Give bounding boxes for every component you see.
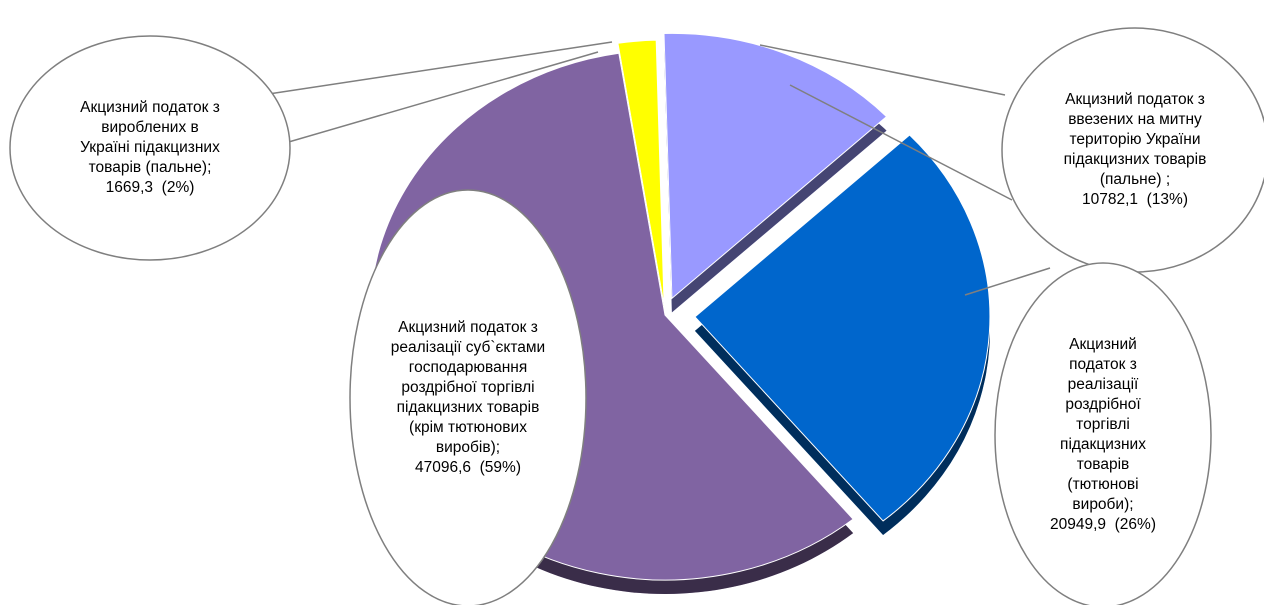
callout: [9, 35, 291, 261]
leader-line: [789, 84, 1013, 201]
percent-label: (26%): [1114, 516, 1156, 533]
percent-label: (13%): [1146, 191, 1188, 208]
leader-line: [964, 267, 1051, 296]
category-label: Акцизний податок з реалізації суб`єктами…: [390, 319, 546, 456]
leader-line: [759, 44, 1006, 96]
percent-label: (2%): [161, 179, 195, 196]
value-label: 47096,6: [414, 459, 472, 476]
category-label: Акцизний податок з вироблених в Україні …: [80, 99, 220, 176]
value-label: 10782,1: [1081, 191, 1139, 208]
value-label: 1669,3: [105, 179, 154, 196]
leader-line: [267, 51, 599, 149]
category-label: Акцизний податок з реалізації роздрібної…: [1060, 336, 1146, 513]
leader-line: [261, 41, 613, 96]
value-label: 20949,9: [1049, 516, 1107, 533]
percent-label: (59%): [479, 459, 521, 476]
data-label: Акцизний податок з ввезених на митну тер…: [1040, 90, 1230, 210]
category-label: Акцизний податок з ввезених на митну тер…: [1063, 91, 1207, 188]
callout: [349, 189, 587, 605]
data-label: Акцизний податок з реалізації суб`єктами…: [388, 318, 548, 478]
slice: [617, 39, 665, 306]
data-label: Акцизний податок з реалізації роздрібної…: [1043, 335, 1163, 535]
slice: [694, 134, 991, 522]
data-label: Акцизний податок з вироблених в Україні …: [80, 98, 220, 198]
callout: [994, 262, 1212, 605]
slice: [663, 32, 888, 300]
